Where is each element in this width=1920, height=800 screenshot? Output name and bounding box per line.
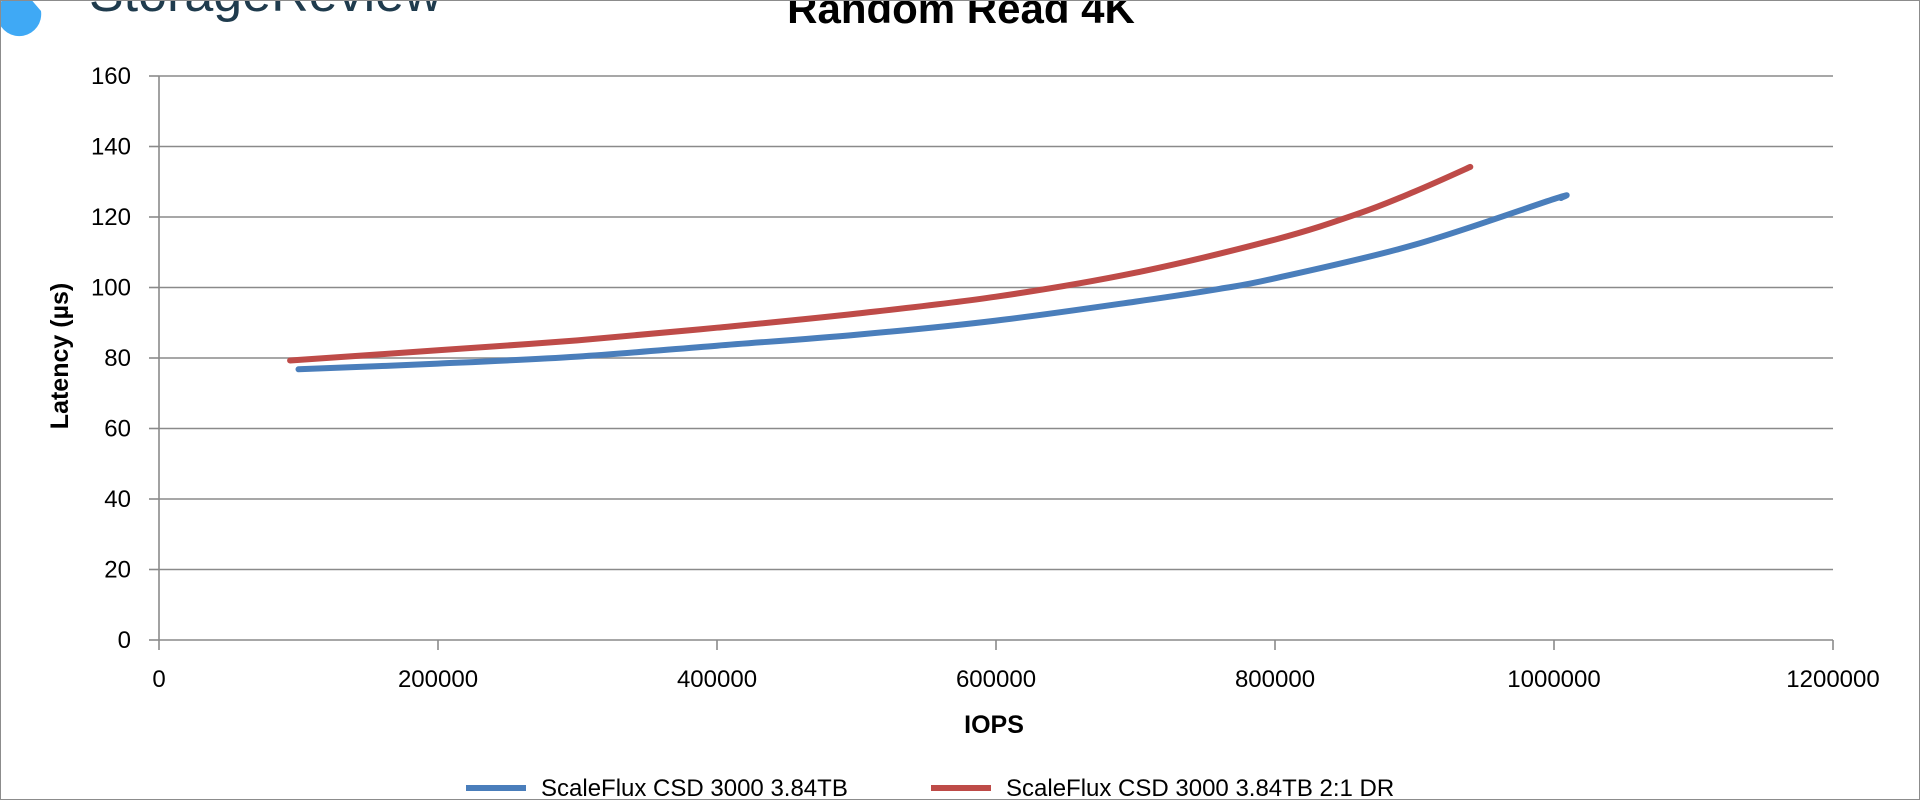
y-tick-label: 0 [118, 627, 131, 654]
legend-label-2: ScaleFlux CSD 3000 3.84TB 2:1 DR [1006, 775, 1394, 799]
y-tick-label: 80 [104, 345, 131, 372]
x-tick-label: 1000000 [1507, 666, 1600, 693]
series-line-1 [295, 192, 1570, 373]
y-tick-label: 60 [104, 416, 131, 443]
x-tick-label: 800000 [1235, 666, 1315, 693]
y-tick-labels: 0 20 40 60 80 100 120 140 160 [91, 63, 131, 654]
legend-label-1: ScaleFlux CSD 3000 3.84TB [541, 775, 848, 799]
y-axis-title: Latency (µs) [46, 283, 74, 429]
series-lines [287, 163, 1570, 373]
gridlines [159, 75, 1833, 571]
y-tick-label: 20 [104, 557, 131, 584]
series-line-2 [287, 163, 1474, 364]
y-tick-label: 100 [91, 275, 131, 302]
x-tick-label: 600000 [956, 666, 1036, 693]
y-tick-label: 40 [104, 486, 131, 513]
chart-title: Random Read 4K [787, 1, 1135, 32]
y-tick-label: 160 [91, 63, 131, 90]
logo-text: StorageReview [89, 1, 442, 23]
x-tick-labels: 0 200000 400000 600000 800000 1000000 1200000 [152, 666, 1879, 693]
y-tick-label: 140 [91, 134, 131, 161]
x-tick-label: 200000 [398, 666, 478, 693]
x-axis-title: IOPS [964, 711, 1024, 739]
axes [149, 75, 1834, 650]
logo: StorageReview [1, 1, 442, 37]
x-tick-label: 400000 [677, 666, 757, 693]
y-tick-label: 120 [91, 204, 131, 231]
x-tick-label: 0 [152, 666, 165, 693]
storagereview-logo-mark-icon [1, 1, 42, 37]
x-tick-label: 1200000 [1786, 666, 1879, 693]
legend: ScaleFlux CSD 3000 3.84TB ScaleFlux CSD 3… [466, 775, 1394, 799]
